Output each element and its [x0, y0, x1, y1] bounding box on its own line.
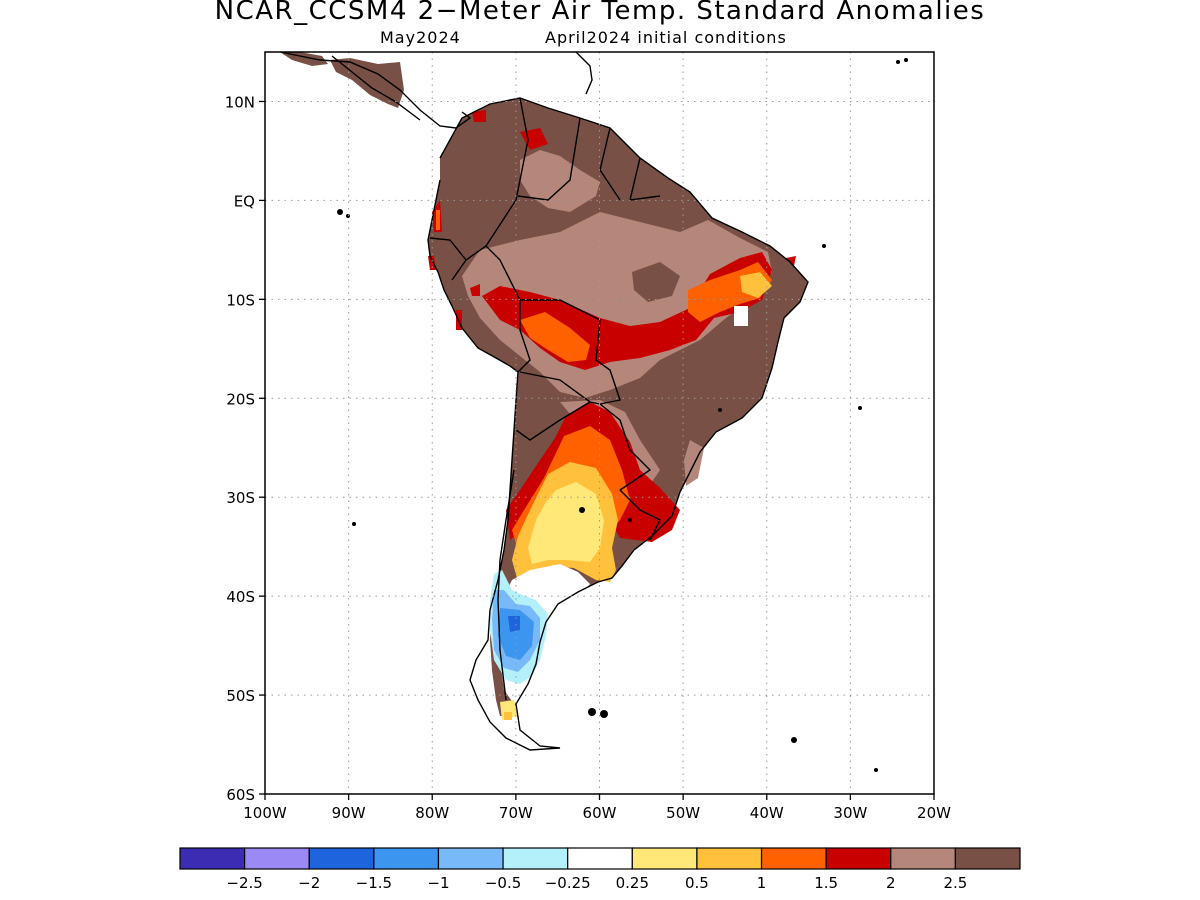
anomaly-band-minus-1	[498, 608, 534, 660]
lat-tick-label: EQ	[234, 192, 255, 210]
anomaly-band-above-2.5	[632, 262, 680, 302]
country-borders	[429, 237, 467, 261]
lon-tick-label: 20W	[917, 804, 951, 822]
falkland-island	[600, 710, 608, 718]
anomaly-band-1.5-2	[472, 110, 486, 122]
map-title: NCAR_CCSM4 2−Meter Air Temp. Standard An…	[214, 0, 986, 26]
country-borders	[520, 299, 621, 405]
island-dot	[579, 507, 585, 513]
anomaly-band-1.5-2	[470, 284, 480, 296]
coastlines	[279, 52, 809, 751]
south-america-land	[428, 98, 808, 716]
colorbar-label: −0.5	[485, 874, 521, 892]
island-dot	[822, 244, 826, 248]
south-georgia-island	[791, 737, 797, 743]
initial-conditions: April2024 initial conditions	[545, 28, 787, 47]
lat-tick-label: 20S	[226, 390, 255, 408]
country-borders	[619, 489, 661, 541]
anomaly-band-1-1.5	[520, 312, 590, 362]
anomaly-band-0.5-1	[504, 712, 512, 720]
lon-tick-label: 30W	[833, 804, 867, 822]
colorbar-swatch	[567, 847, 633, 870]
country-borders	[599, 403, 652, 491]
colorbar-swatch	[373, 847, 440, 870]
colorbar-label: 0.25	[616, 874, 649, 892]
island-dot	[896, 60, 900, 64]
galapagos-island	[337, 209, 343, 215]
lat-tick-label: 50S	[226, 687, 255, 705]
colorbar-swatch	[244, 847, 310, 870]
colorbar-swatch	[825, 847, 892, 870]
lat-tick-label: 30S	[226, 489, 255, 507]
colorbar-swatch	[890, 847, 956, 870]
lat-tick-label: 60S	[226, 786, 255, 804]
island-dot	[628, 518, 632, 522]
country-borders	[515, 401, 591, 441]
central-america-coast	[279, 52, 472, 129]
colorbar-label: 1	[757, 874, 767, 892]
country-borders	[485, 245, 531, 373]
anomaly-band-2-2.5	[605, 230, 700, 290]
country-borders	[519, 371, 601, 405]
colorbar: −2.5 −2 −1.5 −1 −0.5 −0.25 0.25 0.5 1 1.5 2 2.5	[179, 847, 1021, 892]
lon-tick-label: 90W	[332, 804, 366, 822]
anomaly-band-1-1.5	[436, 210, 440, 230]
anomaly-band-1.5-2	[428, 256, 436, 270]
anomaly-field	[280, 52, 808, 720]
country-borders	[497, 469, 515, 701]
colorbar-label: 1.5	[814, 874, 838, 892]
island-dot	[718, 408, 722, 412]
colorbar-label: 2	[886, 874, 896, 892]
colorbar-swatch	[954, 847, 1021, 870]
central-america-land	[280, 52, 328, 66]
island-dot	[904, 58, 908, 62]
colorbar-swatch	[631, 847, 698, 870]
colorbar-label: 0.5	[685, 874, 709, 892]
latitude-axis: 10N EQ 10S 20S 30S 40S 50S 60S	[225, 93, 265, 804]
colorbar-label: −2	[298, 874, 320, 892]
longitude-axis: 100W 90W 80W 70W 60W 50W 40W 30W 20W	[243, 794, 951, 822]
central-america-coast	[331, 55, 421, 121]
colorbar-label: −0.25	[545, 874, 591, 892]
island-dot	[352, 522, 356, 526]
anomaly-band-0.25-0.5	[528, 482, 604, 564]
country-borders	[517, 117, 581, 201]
colorbar-swatch	[179, 847, 246, 870]
lat-tick-label: 10N	[225, 93, 255, 111]
lon-tick-label: 40W	[750, 804, 784, 822]
falkland-island	[588, 708, 596, 716]
forecast-month: May2024	[380, 28, 461, 47]
lon-tick-label: 80W	[415, 804, 449, 822]
lon-tick-label: 100W	[243, 804, 287, 822]
galapagos-island	[346, 214, 350, 218]
lon-tick-label: 50W	[666, 804, 700, 822]
colorbar-swatch	[696, 847, 763, 870]
island-dot	[874, 768, 878, 772]
anomaly-band-2-2.5	[520, 150, 600, 212]
colorbar-label: −1	[427, 874, 449, 892]
colorbar-swatch	[502, 847, 569, 870]
colorbar-swatch	[760, 847, 827, 870]
caribbean-coast	[575, 52, 593, 95]
anomaly-band-0.5-1	[740, 272, 772, 298]
lon-tick-label: 60W	[583, 804, 617, 822]
anomaly-band-minus-1.5	[508, 616, 520, 632]
colorbar-label: −1.5	[356, 874, 392, 892]
lon-tick-label: 70W	[499, 804, 533, 822]
colorbar-swatch	[437, 847, 504, 870]
map-frame	[264, 51, 935, 795]
colorbar-label: −2.5	[226, 874, 262, 892]
colorbar-label: 2.5	[943, 874, 967, 892]
lat-tick-label: 40S	[226, 588, 255, 606]
grid-lines	[265, 52, 934, 794]
islands	[337, 58, 908, 772]
colorbar-swatch	[308, 847, 375, 870]
lat-tick-label: 10S	[226, 291, 255, 309]
country-borders	[451, 97, 529, 281]
anomaly-band-1.5-2	[786, 256, 796, 266]
south-america-coast	[427, 97, 809, 751]
island-dot	[858, 406, 862, 410]
no-data-cell	[734, 306, 748, 326]
